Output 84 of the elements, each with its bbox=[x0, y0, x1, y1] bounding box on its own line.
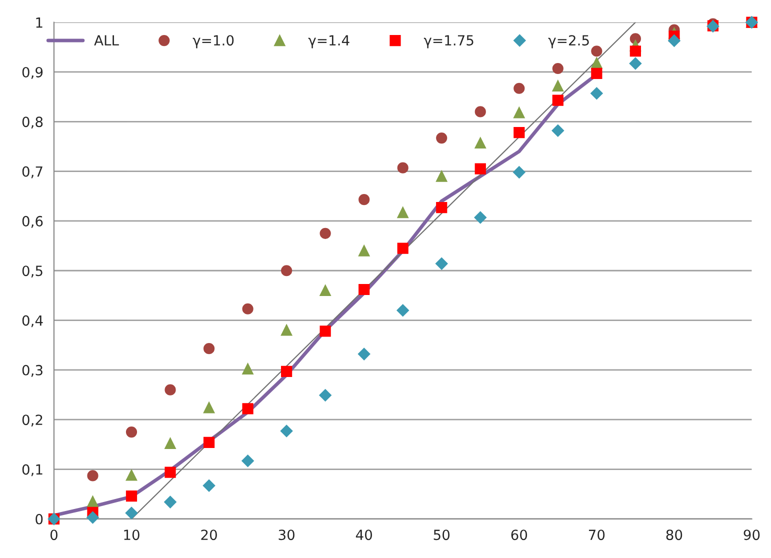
point bbox=[126, 426, 138, 438]
point bbox=[202, 480, 216, 492]
y-tick-label: 0,4 bbox=[22, 315, 43, 328]
x-tick-label: 0 bbox=[50, 530, 58, 540]
point bbox=[320, 284, 331, 296]
point bbox=[281, 366, 292, 377]
point bbox=[319, 389, 332, 402]
y-tick-label: 0,5 bbox=[22, 266, 42, 278]
point bbox=[242, 363, 254, 375]
point bbox=[514, 127, 525, 138]
point bbox=[668, 34, 680, 47]
x-tick-label: 20 bbox=[201, 530, 217, 540]
x-tick-label: 90 bbox=[744, 530, 760, 540]
point bbox=[87, 470, 98, 482]
point bbox=[591, 68, 602, 80]
point bbox=[474, 163, 486, 174]
point bbox=[242, 403, 254, 414]
x-tick-label: 30 bbox=[278, 530, 294, 540]
point bbox=[514, 107, 525, 118]
point bbox=[203, 436, 215, 448]
point bbox=[164, 496, 176, 508]
point bbox=[126, 470, 138, 481]
point bbox=[125, 506, 138, 520]
point bbox=[514, 82, 525, 94]
x-tick-label: 40 bbox=[356, 530, 372, 540]
point bbox=[436, 258, 448, 270]
point bbox=[164, 466, 176, 478]
point bbox=[552, 124, 564, 137]
x-tick-label: 80 bbox=[666, 530, 682, 540]
x-tick-label: 50 bbox=[434, 530, 450, 540]
point bbox=[87, 496, 98, 508]
x-tick-label: 10 bbox=[124, 530, 140, 540]
legend-label: γ=1.4 bbox=[308, 35, 350, 48]
point bbox=[358, 284, 370, 296]
y-tick-label: 1 bbox=[36, 17, 42, 28]
legend-label: γ=2.5 bbox=[548, 35, 589, 48]
y-tick-label: 0,8 bbox=[22, 116, 43, 129]
point bbox=[203, 402, 215, 414]
point bbox=[280, 424, 293, 438]
point bbox=[552, 94, 564, 106]
point bbox=[629, 57, 642, 70]
y-tick-label: 0,9 bbox=[22, 66, 43, 79]
point bbox=[320, 326, 331, 337]
y-tick-label: 0,2 bbox=[22, 414, 42, 427]
point bbox=[242, 303, 254, 314]
point bbox=[436, 202, 448, 214]
y-tick-label: 0,1 bbox=[22, 464, 42, 476]
point bbox=[552, 62, 564, 74]
point bbox=[630, 46, 641, 57]
point bbox=[164, 384, 176, 396]
point bbox=[436, 170, 448, 182]
legend-label: ALL bbox=[94, 35, 119, 46]
point bbox=[396, 304, 409, 316]
point bbox=[591, 57, 602, 69]
point bbox=[320, 228, 331, 239]
point bbox=[474, 211, 486, 224]
point bbox=[397, 206, 408, 218]
point bbox=[242, 454, 254, 467]
point bbox=[281, 324, 292, 336]
point bbox=[358, 194, 370, 206]
point bbox=[358, 245, 370, 256]
point bbox=[126, 490, 138, 502]
y-tick-label: 0,6 bbox=[22, 216, 43, 228]
y-tick-label: 0 bbox=[36, 514, 43, 524]
point bbox=[203, 343, 215, 354]
x-tick-label: 60 bbox=[511, 530, 528, 540]
point bbox=[164, 438, 176, 450]
point bbox=[358, 348, 370, 360]
point bbox=[474, 137, 486, 149]
point bbox=[591, 46, 602, 57]
x-tick-label: 70 bbox=[588, 530, 605, 540]
point bbox=[397, 162, 408, 174]
point bbox=[86, 511, 99, 524]
legend-label: γ=1.75 bbox=[424, 35, 474, 48]
point bbox=[590, 87, 603, 100]
point bbox=[552, 80, 564, 92]
point bbox=[436, 132, 448, 144]
point bbox=[281, 265, 292, 276]
y-tick-label: 0,7 bbox=[22, 166, 42, 178]
point bbox=[474, 106, 486, 118]
legend-label: γ=1.0 bbox=[192, 35, 234, 48]
point bbox=[397, 242, 408, 254]
y-tick-label: 0,3 bbox=[22, 364, 42, 377]
point bbox=[513, 166, 526, 178]
